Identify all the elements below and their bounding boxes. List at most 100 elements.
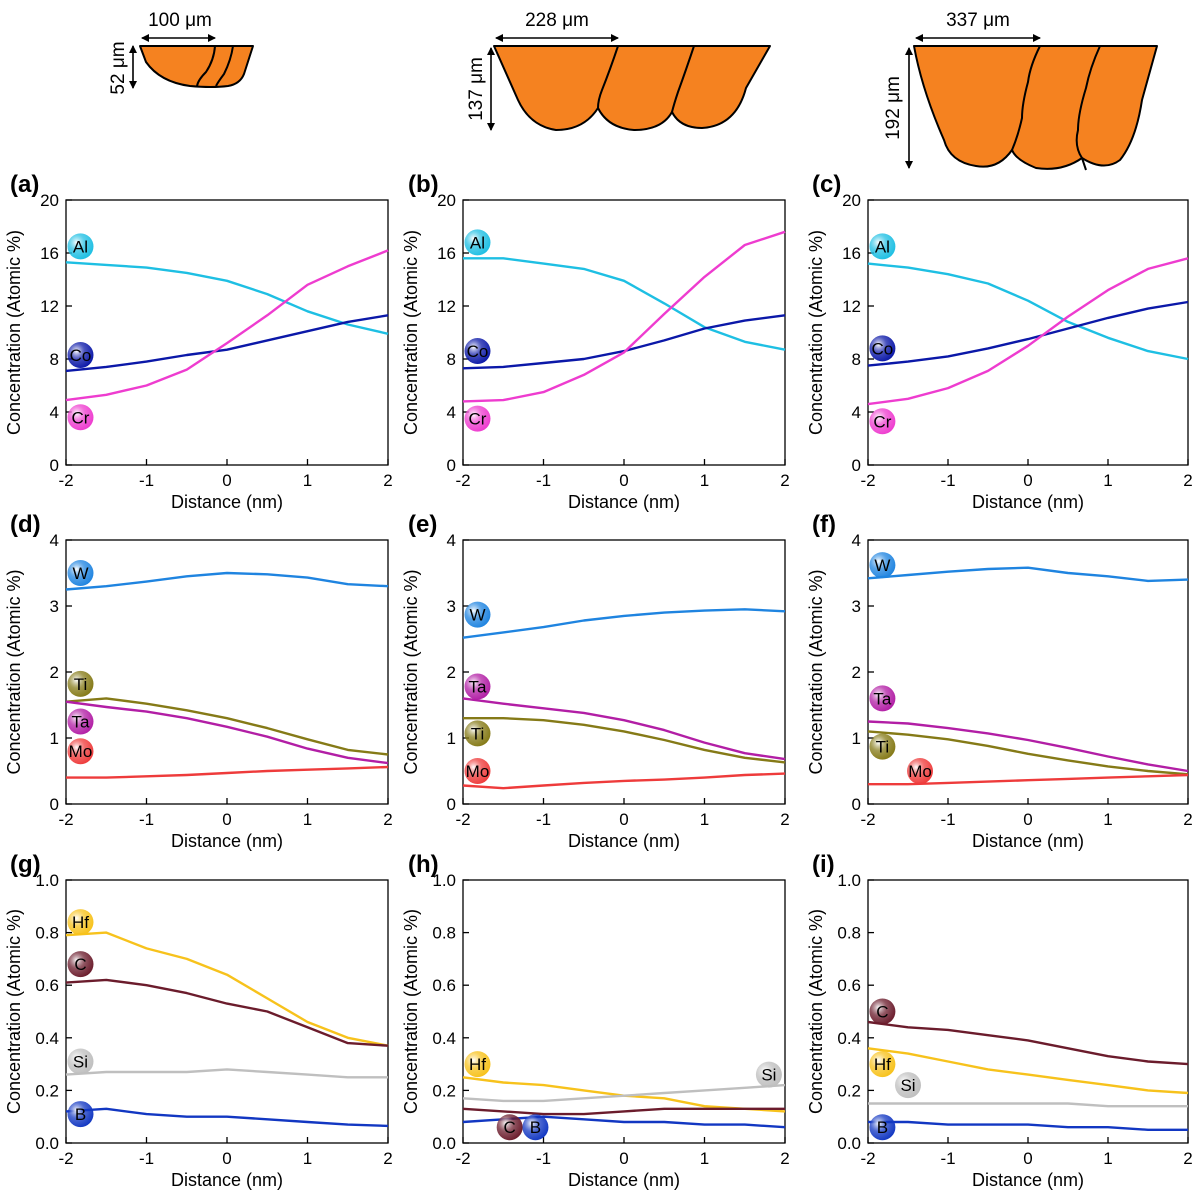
element-label-c: C: [876, 1003, 888, 1022]
x-tick-label: 0: [222, 471, 231, 490]
x-axis-label: Distance (nm): [972, 831, 1084, 851]
y-tick-label: 4: [852, 531, 861, 550]
x-axis-label: Distance (nm): [171, 831, 283, 851]
series-line-co: [65, 314, 389, 373]
x-tick-label: 1: [700, 810, 709, 829]
panel-label: (g): [10, 851, 41, 878]
x-tick-label: 0: [1023, 471, 1032, 490]
x-axis-label: Distance (nm): [972, 492, 1084, 512]
x-tick-label: 1: [1103, 471, 1112, 490]
y-tick-label: 12: [842, 297, 861, 316]
element-marker-mo: [464, 758, 491, 784]
y-tick-label: 0.4: [35, 1029, 59, 1048]
y-tick-label: 12: [40, 297, 59, 316]
y-tick-label: 16: [842, 244, 861, 263]
x-tick-label: 0: [619, 471, 628, 490]
grain-boundary: [671, 45, 695, 113]
series-line-mo: [66, 765, 389, 779]
series-line-b: [868, 1120, 1188, 1132]
x-tick-label: 0: [222, 810, 231, 829]
x-axis-label: Distance (nm): [568, 831, 680, 851]
y-tick-label: 0: [50, 795, 59, 814]
element-label-si: Si: [900, 1076, 915, 1095]
width-label: 337 μm: [946, 10, 1010, 31]
series-line-al: [65, 261, 389, 335]
element-label-al: Al: [73, 237, 88, 256]
series-line-ta: [462, 697, 786, 761]
panel-label: (a): [10, 171, 39, 198]
element-label-c: C: [504, 1118, 516, 1137]
element-label-cr: Cr: [873, 412, 891, 431]
element-marker-si: [895, 1072, 921, 1099]
x-tick-label: 2: [1183, 471, 1192, 490]
element-marker-hf: [464, 1051, 491, 1078]
element-label-b: B: [877, 1118, 888, 1137]
x-tick-label: -2: [860, 1149, 875, 1168]
series-line-hf: [462, 1076, 786, 1113]
element-label-hf: Hf: [469, 1055, 486, 1074]
element-label-cr: Cr: [72, 408, 90, 427]
element-marker-ti: [67, 670, 94, 697]
panel-label: (e): [408, 511, 437, 538]
series-line-w: [462, 608, 786, 639]
series-line-cr: [65, 249, 389, 402]
element-marker-hf: [869, 1051, 896, 1078]
element-marker-w: [67, 560, 94, 586]
x-tick-label: -1: [940, 471, 955, 490]
y-tick-label: 0.2: [432, 1081, 456, 1100]
element-marker-cr: [869, 408, 896, 435]
plot-frame: [462, 879, 786, 1144]
x-tick-label: -2: [455, 1149, 470, 1168]
chart-panel-5: (e) -2 -1 0 1 2 0 1 2 3 4 Distance (nm) Concentratio…: [401, 511, 790, 851]
x-tick-label: 1: [303, 471, 312, 490]
y-tick-label: 20: [842, 191, 861, 210]
y-tick-label: 0.8: [837, 924, 861, 943]
series-line-si: [65, 1068, 388, 1079]
x-axis-label: Distance (nm): [171, 492, 283, 512]
x-tick-label: -1: [536, 471, 551, 490]
series-line-ti: [65, 697, 389, 756]
element-label-al: Al: [470, 233, 485, 252]
x-tick-label: -1: [139, 471, 154, 490]
x-tick-label: -2: [58, 471, 73, 490]
width-label: 228 μm: [525, 10, 589, 31]
element-marker-cr: [464, 405, 491, 432]
y-axis-label: Concentration (Atomic %): [4, 569, 24, 774]
grain-schematic-2: 228 μm 137 μm: [466, 10, 771, 131]
panel-label: (i): [812, 851, 835, 878]
plot-frame: [867, 199, 1189, 466]
y-axis-label: Concentration (Atomic %): [4, 230, 24, 435]
element-label-ti: Ti: [74, 675, 88, 694]
x-tick-label: -1: [940, 810, 955, 829]
series-line-co: [867, 300, 1189, 367]
grain-boundary: [215, 45, 234, 87]
element-label-hf: Hf: [874, 1055, 891, 1074]
x-tick-label: 0: [1023, 1149, 1032, 1168]
element-label-si: Si: [761, 1066, 776, 1085]
element-label-mo: Mo: [69, 742, 93, 761]
series-line-ta: [65, 700, 389, 765]
y-tick-label: 16: [437, 244, 456, 263]
y-axis-label: Concentration (Atomic %): [401, 909, 421, 1114]
y-tick-label: 1.0: [35, 871, 59, 890]
element-label-w: W: [72, 564, 88, 583]
grain-shape: [139, 45, 254, 88]
element-marker-w: [464, 601, 491, 628]
x-tick-label: 1: [303, 1149, 312, 1168]
series-line-ti: [463, 717, 786, 764]
y-tick-label: 3: [50, 597, 59, 616]
x-tick-label: 1: [1103, 810, 1112, 829]
series-line-al: [463, 257, 786, 351]
y-tick-label: 0.0: [35, 1134, 59, 1153]
series-line-b: [65, 1107, 389, 1128]
y-tick-label: 1: [50, 729, 59, 748]
height-label: 52 μm: [108, 41, 129, 94]
height-label: 137 μm: [466, 57, 487, 121]
element-label-mo: Mo: [466, 762, 490, 781]
x-tick-label: 2: [1183, 1149, 1192, 1168]
y-tick-label: 0.2: [35, 1081, 59, 1100]
y-tick-label: 16: [40, 244, 59, 263]
x-tick-label: -2: [58, 1149, 73, 1168]
